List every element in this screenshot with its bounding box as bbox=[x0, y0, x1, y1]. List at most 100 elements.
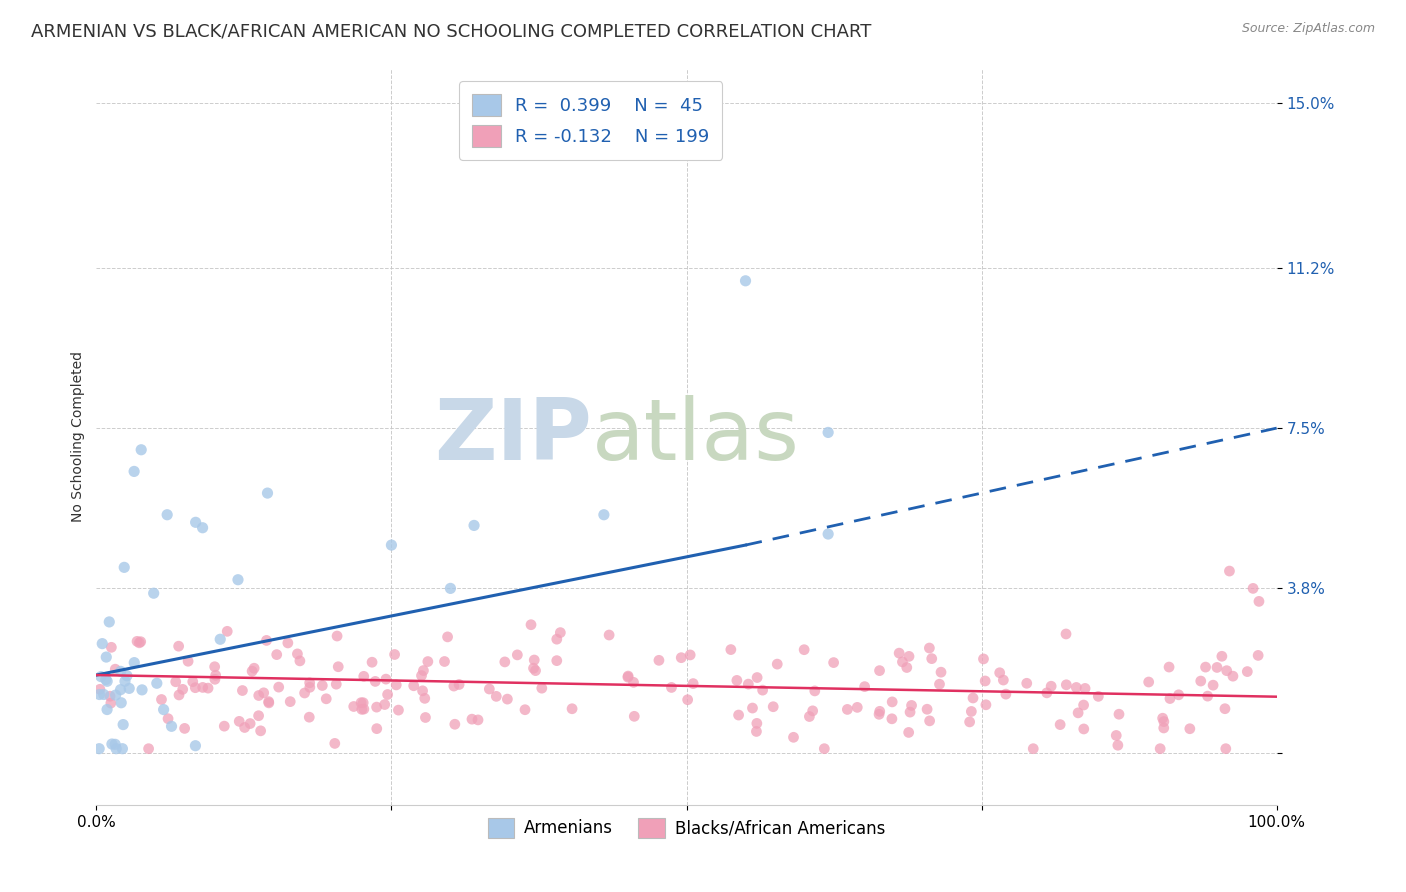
Point bbox=[882, 695, 904, 709]
Point bbox=[1036, 686, 1059, 700]
Point bbox=[623, 709, 645, 723]
Point bbox=[412, 664, 434, 678]
Point bbox=[617, 670, 640, 684]
Point bbox=[90, 670, 112, 684]
Point bbox=[1067, 706, 1090, 720]
Point bbox=[671, 650, 693, 665]
Point bbox=[1247, 648, 1270, 663]
Point bbox=[522, 661, 544, 675]
Point bbox=[661, 681, 683, 695]
Point bbox=[762, 699, 785, 714]
Point bbox=[204, 668, 226, 682]
Point bbox=[1105, 729, 1128, 743]
Point bbox=[129, 634, 152, 648]
Point bbox=[416, 655, 439, 669]
Point bbox=[353, 669, 375, 683]
Point bbox=[993, 673, 1015, 687]
Point bbox=[156, 508, 179, 522]
Point bbox=[172, 682, 194, 697]
Point bbox=[160, 719, 183, 733]
Point bbox=[897, 725, 920, 739]
Point bbox=[974, 673, 997, 688]
Point bbox=[725, 673, 748, 688]
Point bbox=[364, 674, 387, 689]
Point bbox=[184, 681, 207, 695]
Point bbox=[1073, 698, 1095, 712]
Point bbox=[375, 672, 398, 686]
Point bbox=[112, 717, 135, 731]
Point bbox=[1015, 676, 1038, 690]
Point bbox=[1054, 678, 1077, 692]
Point bbox=[463, 518, 485, 533]
Point bbox=[122, 656, 145, 670]
Point bbox=[98, 615, 121, 629]
Point bbox=[101, 737, 124, 751]
Point bbox=[100, 696, 122, 710]
Point bbox=[530, 681, 553, 695]
Point bbox=[311, 679, 333, 693]
Point bbox=[326, 629, 349, 643]
Point bbox=[898, 649, 921, 664]
Point bbox=[204, 659, 226, 673]
Point bbox=[1194, 660, 1216, 674]
Point bbox=[257, 696, 280, 710]
Point bbox=[461, 712, 484, 726]
Point bbox=[1241, 582, 1264, 596]
Point bbox=[1178, 722, 1201, 736]
Point bbox=[181, 674, 204, 689]
Point bbox=[994, 687, 1017, 701]
Point bbox=[720, 642, 742, 657]
Point bbox=[112, 560, 135, 574]
Point bbox=[869, 704, 891, 718]
Point bbox=[676, 692, 699, 706]
Point bbox=[1107, 738, 1129, 752]
Point bbox=[131, 682, 153, 697]
Point bbox=[387, 703, 409, 717]
Point bbox=[350, 696, 373, 710]
Point bbox=[869, 664, 891, 678]
Point bbox=[110, 682, 132, 697]
Point bbox=[745, 724, 768, 739]
Point bbox=[682, 676, 704, 690]
Point bbox=[623, 675, 645, 690]
Text: ARMENIAN VS BLACK/AFRICAN AMERICAN NO SCHOOLING COMPLETED CORRELATION CHART: ARMENIAN VS BLACK/AFRICAN AMERICAN NO SC… bbox=[31, 22, 872, 40]
Point bbox=[366, 722, 388, 736]
Point bbox=[104, 688, 127, 702]
Text: ZIP: ZIP bbox=[434, 395, 592, 478]
Point bbox=[89, 741, 111, 756]
Point bbox=[100, 640, 122, 655]
Point bbox=[197, 681, 219, 695]
Point bbox=[233, 721, 256, 735]
Point bbox=[804, 684, 827, 698]
Point bbox=[1211, 649, 1233, 664]
Point bbox=[152, 703, 174, 717]
Point bbox=[256, 486, 278, 500]
Point bbox=[1157, 660, 1180, 674]
Point bbox=[412, 683, 434, 698]
Point bbox=[962, 690, 984, 705]
Point bbox=[353, 702, 375, 716]
Point bbox=[352, 696, 374, 710]
Point bbox=[598, 628, 620, 642]
Point bbox=[243, 661, 266, 675]
Point bbox=[287, 647, 309, 661]
Point bbox=[298, 710, 321, 724]
Point bbox=[413, 691, 436, 706]
Point bbox=[1149, 741, 1171, 756]
Point bbox=[443, 717, 465, 731]
Point bbox=[323, 736, 346, 750]
Point bbox=[226, 573, 249, 587]
Point bbox=[433, 655, 456, 669]
Point bbox=[110, 665, 132, 679]
Point bbox=[380, 538, 402, 552]
Point bbox=[104, 737, 127, 751]
Point bbox=[921, 651, 943, 665]
Point bbox=[813, 741, 835, 756]
Point bbox=[96, 674, 118, 689]
Point bbox=[191, 521, 214, 535]
Point bbox=[150, 692, 173, 706]
Point bbox=[896, 660, 918, 674]
Point bbox=[240, 664, 263, 678]
Point bbox=[741, 701, 763, 715]
Point bbox=[384, 648, 406, 662]
